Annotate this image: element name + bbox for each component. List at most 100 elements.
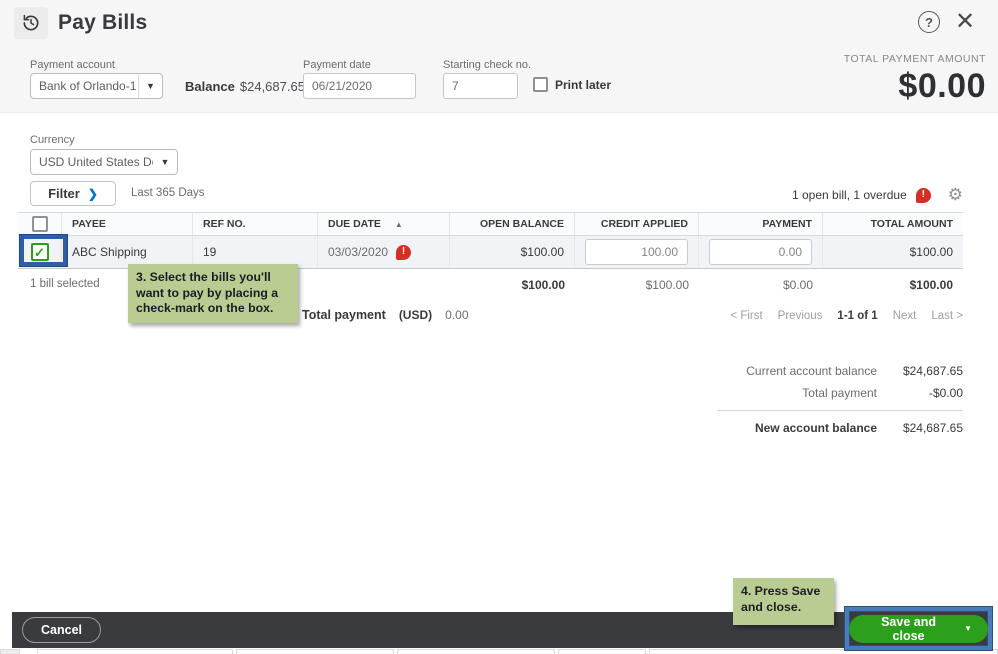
column-header-open-balance[interactable]: OPEN BALANCE — [450, 213, 575, 235]
select-all-cell — [18, 213, 62, 235]
current-balance-label: Current account balance — [746, 364, 877, 378]
gear-icon[interactable]: ⚙ — [947, 185, 963, 204]
payment-date-input[interactable] — [303, 73, 416, 99]
payment-input[interactable] — [709, 239, 812, 265]
row-select-cell: ✓ — [18, 236, 62, 268]
row-total-amount: $100.00 — [909, 245, 953, 259]
totals-open-balance: $100.00 — [521, 277, 565, 292]
print-later-label: Print later — [555, 77, 612, 92]
footer-bar: Cancel — [12, 612, 986, 648]
summary-payment-row: Total payment -$0.00 — [717, 386, 963, 400]
payment-account-value: Bank of Orlando-1 — [39, 79, 137, 93]
chevron-down-icon: ▼ — [138, 74, 162, 98]
pagination-next[interactable]: Next — [892, 310, 917, 322]
column-header-credit-applied[interactable]: CREDIT APPLIED — [575, 213, 699, 235]
currency-select[interactable]: USD United States Dollar ▼ — [30, 149, 178, 175]
row-payment-cell — [699, 236, 823, 268]
summary-payment-label: Total payment — [802, 386, 877, 400]
totals-spacer — [318, 269, 450, 300]
total-payment-amount: TOTAL PAYMENT AMOUNT $0.00 — [844, 53, 986, 106]
due-date-value: 03/03/2020 — [328, 245, 389, 259]
help-icon[interactable]: ? — [918, 11, 940, 33]
chevron-right-icon: ❯ — [87, 186, 98, 201]
close-icon[interactable]: ✕ — [951, 7, 979, 35]
total-payment-line: Total payment (USD) 0.00 — [302, 308, 469, 322]
table-row: ✓ ABC Shipping 19 03/03/2020 ! $100.00 $… — [18, 236, 963, 268]
overdue-alert-icon: ! — [915, 187, 931, 203]
dropdown-arrow-icon: ▼ — [964, 624, 972, 633]
total-payment-currency: (USD) — [398, 308, 433, 322]
balance-value: $24,687.65 — [239, 79, 305, 94]
current-balance-row: Current account balance $24,687.65 — [717, 364, 963, 378]
payment-account-label: Payment account — [30, 59, 115, 71]
chevron-down-icon: ▼ — [160, 157, 170, 167]
save-and-close-button[interactable]: Save and close ▼ — [849, 614, 988, 643]
new-balance-row: New account balance $24,687.65 — [717, 421, 963, 435]
pagination-first[interactable]: < First — [730, 310, 763, 322]
payment-date-label: Payment date — [303, 59, 371, 71]
row-ref-no: 19 — [193, 236, 318, 268]
summary-divider — [717, 410, 963, 411]
balance-line: Balance $24,687.65 — [185, 79, 305, 94]
save-button-highlight-box: Save and close ▼ — [845, 607, 992, 650]
page-title: Pay Bills — [58, 11, 148, 34]
print-later-option[interactable]: Print later — [533, 77, 611, 92]
pagination-range: 1-1 of 1 — [837, 310, 878, 322]
row-credit-applied-cell — [575, 236, 699, 268]
bills-status-text: 1 open bill, 1 overdue — [792, 188, 907, 202]
due-date-header-label: DUE DATE — [328, 218, 381, 230]
totals-credit-applied: $100.00 — [645, 277, 689, 292]
current-balance-value: $24,687.65 — [902, 364, 963, 378]
totals-total-amount: $100.00 — [909, 277, 953, 292]
currency-label: Currency — [30, 134, 75, 146]
column-header-payee[interactable]: PAYEE — [62, 213, 193, 235]
payment-account-select[interactable]: Bank of Orlando-1 ▼ — [30, 73, 163, 99]
print-later-checkbox[interactable] — [533, 77, 548, 92]
summary-payment-value: -$0.00 — [928, 386, 963, 400]
sort-ascending-icon: ▲ — [394, 219, 403, 229]
column-header-payment[interactable]: PAYMENT — [699, 213, 823, 235]
annotation-step4: 4. Press Save and close. — [733, 578, 834, 625]
starting-check-label: Starting check no. — [443, 59, 532, 71]
row-checkbox-checked[interactable]: ✓ — [30, 243, 49, 261]
top-band: Pay Bills ? ✕ Payment account Bank of Or… — [0, 0, 998, 113]
checkbox-highlight-box — [20, 235, 67, 266]
background-page-edge — [37, 649, 233, 654]
table-header-row: PAYEE REF NO. DUE DATE ▲ OPEN BALANCE CR… — [18, 212, 963, 236]
pagination-previous[interactable]: Previous — [777, 310, 823, 322]
column-header-due-date[interactable]: DUE DATE ▲ — [318, 213, 450, 235]
total-payment-label: Total payment — [302, 308, 386, 322]
account-summary: Current account balance $24,687.65 Total… — [717, 364, 963, 443]
row-open-balance: $100.00 — [450, 236, 575, 268]
totals-payment: $0.00 — [782, 277, 813, 292]
balance-label: Balance — [185, 79, 235, 94]
select-all-checkbox[interactable] — [31, 216, 48, 232]
annotation-step3: 3. Select the bills you'll want to pay b… — [128, 264, 298, 324]
column-header-total-amount[interactable]: TOTAL AMOUNT — [870, 218, 953, 230]
credit-applied-input[interactable] — [585, 239, 688, 265]
filter-button[interactable]: Filter ❯ — [30, 181, 116, 206]
pagination: < First Previous 1-1 of 1 Next Last > — [730, 310, 963, 322]
row-due-date: 03/03/2020 ! — [318, 236, 450, 268]
save-and-close-label: Save and close — [881, 614, 936, 643]
background-page-edge — [236, 649, 394, 654]
bills-selected-text: 1 bill selected — [30, 278, 100, 290]
date-range-text: Last 365 Days — [131, 187, 205, 199]
bills-status: 1 open bill, 1 overdue ! ⚙ — [792, 185, 963, 205]
recent-transactions-icon[interactable] — [14, 7, 48, 39]
cancel-button[interactable]: Cancel — [22, 617, 101, 643]
pagination-last[interactable]: Last > — [931, 310, 963, 322]
column-header-ref-no[interactable]: REF NO. — [193, 213, 318, 235]
bills-table: PAYEE REF NO. DUE DATE ▲ OPEN BALANCE CR… — [18, 212, 963, 300]
total-payment-value: 0.00 — [445, 308, 469, 322]
background-page-edge — [397, 649, 555, 654]
currency-value: USD United States Dollar — [39, 155, 153, 169]
background-page-edge — [0, 649, 20, 654]
background-page-edge — [558, 649, 646, 654]
filter-button-label: Filter — [48, 186, 80, 201]
starting-check-input[interactable] — [443, 73, 518, 99]
overdue-alert-icon: ! — [396, 244, 412, 260]
row-payee[interactable]: ABC Shipping — [62, 236, 193, 268]
total-payment-amount-value: $0.00 — [898, 67, 986, 105]
